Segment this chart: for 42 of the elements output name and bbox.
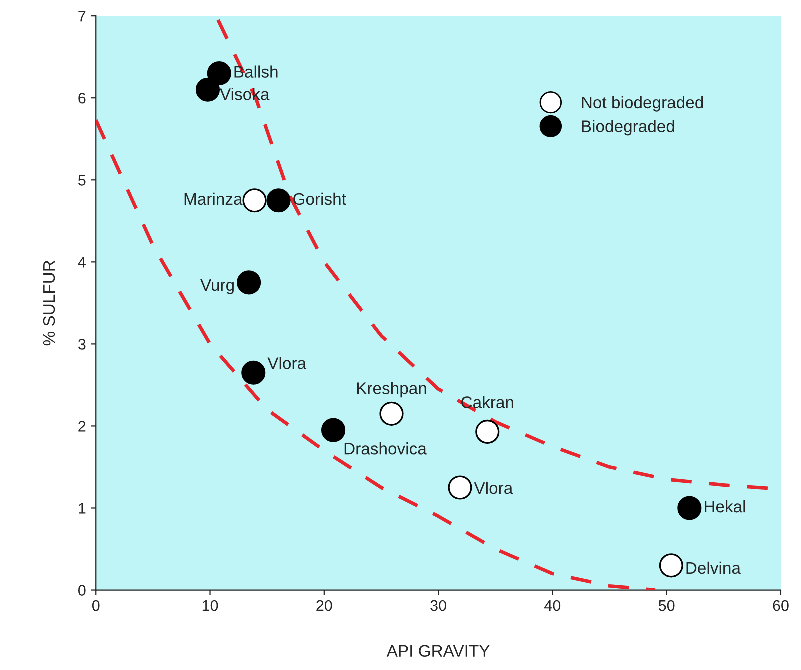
point [266,188,291,213]
x-tick-label: 20 [316,600,332,612]
point [242,360,266,385]
x-tick-label: 0 [92,600,100,612]
y-tick-label: 0 [78,585,86,596]
point [242,188,267,213]
y-tick-label: 2 [78,421,86,432]
point [237,270,262,295]
point [448,476,472,500]
annotation: Gorisht [294,192,346,206]
y-tick-label: 5 [78,175,86,186]
x-tick-label: 30 [430,600,446,612]
point [659,554,684,578]
y-tick-label: 1 [79,503,86,514]
x-tick-label: 60 [773,600,789,612]
annotation: Hekal [705,500,746,513]
y-axis-title: % SULFUR [43,260,56,346]
annotation: Kreshpan [357,382,426,398]
x-tick-label: 50 [658,600,675,612]
annotation: Marinza [184,192,243,206]
legend-label: Not biodegraded [582,96,704,112]
point [678,496,702,520]
annotation: Cakran [462,396,514,408]
y-tick-label: 4 [78,257,86,268]
y-tick-label: 3 [78,339,86,350]
x-tick-label: 40 [544,600,561,612]
annotation: Ballsh [234,66,278,78]
annotation: Vlora [474,482,514,494]
annotation: Delvina [686,562,741,574]
point [207,61,232,86]
annotation: Vurg [200,280,234,294]
y-tick-label: 7 [78,11,86,22]
point [196,78,220,102]
annotation: Vlora [268,357,307,370]
y-tick-label: 6 [78,92,86,104]
point [322,418,346,442]
point [380,402,404,426]
point [476,420,500,444]
x-tick-label: 10 [202,600,218,612]
x-axis-title: API GRAVITY [386,645,490,658]
annotation: Drashovica [344,442,427,455]
legend-label: Biodegraded [582,120,674,136]
